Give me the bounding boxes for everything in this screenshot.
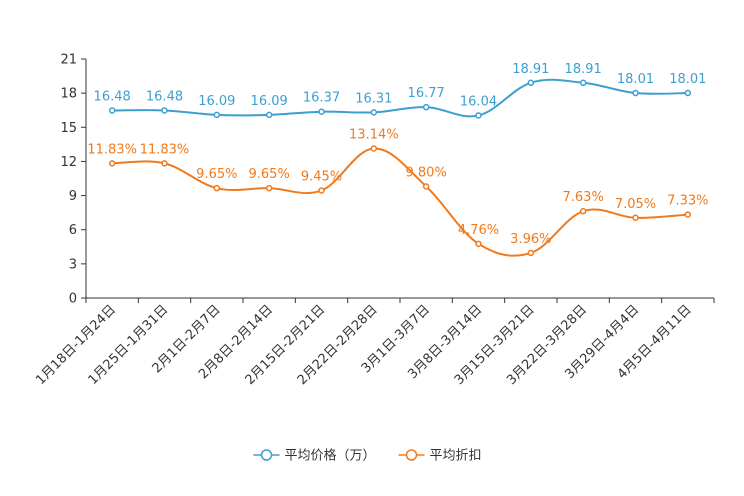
data-label: 7.05% xyxy=(615,197,656,212)
data-label: 9.45% xyxy=(301,169,342,184)
data-label: 16.04 xyxy=(460,94,497,109)
data-label: 9.80% xyxy=(406,165,447,180)
data-point[interactable] xyxy=(475,240,482,248)
data-point[interactable] xyxy=(213,184,221,192)
data-label: 16.37 xyxy=(303,91,340,106)
data-label: 16.31 xyxy=(355,91,392,106)
data-label: 16.48 xyxy=(146,89,183,104)
data-label: 18.91 xyxy=(512,62,549,77)
data-point[interactable] xyxy=(265,111,273,119)
data-label: 11.83% xyxy=(140,142,190,157)
y-tick-label: 9 xyxy=(69,189,77,204)
legend-label[interactable]: 平均价格（万） xyxy=(285,448,376,464)
data-point[interactable] xyxy=(527,79,535,87)
data-point[interactable] xyxy=(422,103,430,111)
data-point[interactable] xyxy=(632,214,639,222)
data-point[interactable] xyxy=(108,160,116,167)
y-tick-label: 6 xyxy=(69,223,77,238)
series-line-price xyxy=(112,78,688,118)
data-point[interactable] xyxy=(161,107,168,114)
data-point[interactable] xyxy=(684,211,692,218)
data-label: 16.09 xyxy=(251,94,288,109)
legend-label[interactable]: 平均折扣 xyxy=(430,449,482,464)
data-point[interactable] xyxy=(579,207,587,215)
data-point[interactable] xyxy=(475,112,482,119)
data-point[interactable] xyxy=(579,79,587,87)
legend-marker-0[interactable] xyxy=(260,449,273,461)
y-tick-label: 3 xyxy=(69,257,77,272)
data-point[interactable] xyxy=(370,109,378,116)
data-point[interactable] xyxy=(161,160,168,167)
y-tick-label: 12 xyxy=(60,155,77,170)
data-label: 9.65% xyxy=(196,167,237,182)
y-tick-label: 15 xyxy=(60,121,77,136)
data-label: 18.01 xyxy=(617,72,654,87)
data-point[interactable] xyxy=(422,183,430,190)
data-point[interactable] xyxy=(318,108,325,115)
data-point[interactable] xyxy=(632,89,639,97)
data-label: 9.65% xyxy=(249,167,290,182)
data-label: 16.48 xyxy=(94,89,131,104)
data-point[interactable] xyxy=(318,187,325,194)
data-label: 13.14% xyxy=(349,127,399,142)
data-point[interactable] xyxy=(684,89,692,97)
y-tick-label: 18 xyxy=(60,87,77,102)
data-label: 16.77 xyxy=(408,86,445,101)
data-label: 11.83% xyxy=(87,142,137,157)
data-point[interactable] xyxy=(370,145,378,152)
y-tick-label: 0 xyxy=(69,292,77,307)
data-point[interactable] xyxy=(213,111,221,119)
data-point[interactable] xyxy=(527,249,535,257)
data-label: 18.01 xyxy=(669,72,706,87)
y-tick-label: 21 xyxy=(60,53,77,68)
data-label: 7.33% xyxy=(667,194,708,209)
data-label: 4.76% xyxy=(458,223,499,238)
data-label: 18.91 xyxy=(565,62,602,77)
legend-marker-1[interactable] xyxy=(405,449,418,461)
data-label: 3.96% xyxy=(510,232,551,247)
data-point[interactable] xyxy=(265,184,273,192)
data-label: 16.09 xyxy=(198,94,235,109)
data-label: 7.63% xyxy=(563,190,604,205)
data-point[interactable] xyxy=(108,107,116,114)
